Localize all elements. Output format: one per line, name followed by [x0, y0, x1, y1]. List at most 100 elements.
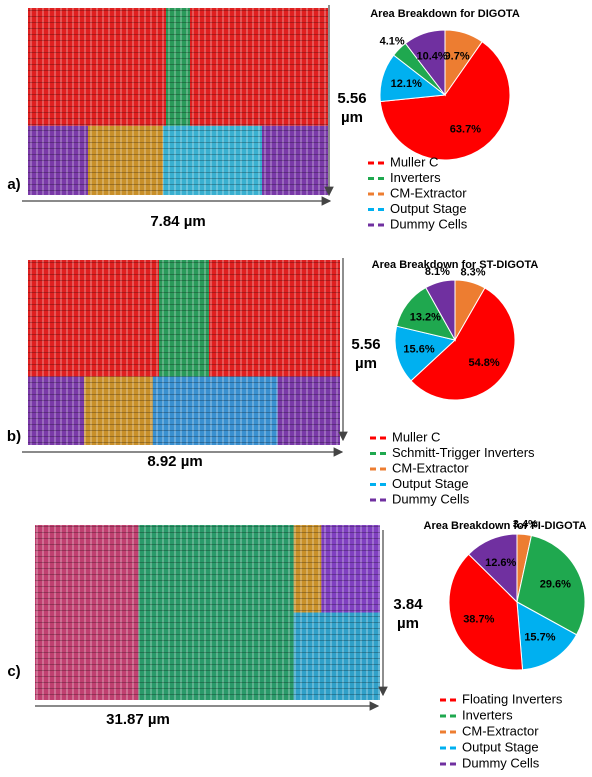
legend-label: Dummy Cells — [390, 216, 468, 231]
layout-texture — [159, 260, 209, 377]
layout-texture — [163, 125, 262, 195]
slice-label: 12.1% — [391, 78, 422, 90]
layout-texture — [28, 376, 85, 445]
slice-label: 3.4% — [513, 518, 538, 530]
panel-label: a) — [7, 176, 20, 193]
legend-label: Output Stage — [390, 201, 467, 216]
legend-swatch — [370, 436, 376, 440]
pie-slice — [516, 601, 578, 671]
layout-texture — [88, 125, 163, 195]
legend-swatch — [450, 698, 456, 702]
legend-swatch — [440, 714, 446, 718]
legend-swatch — [440, 746, 446, 750]
layout-texture — [138, 525, 294, 700]
legend-label: Muller C — [392, 429, 440, 444]
legend-swatch — [378, 177, 384, 180]
legend-swatch — [368, 208, 374, 211]
layout-texture — [28, 125, 88, 195]
layout-texture — [208, 260, 340, 377]
layout-texture — [277, 376, 340, 445]
legend-label: Schmitt-Trigger Inverters — [392, 445, 535, 460]
slice-label: 38.7% — [463, 614, 494, 626]
slice-label: 8.3% — [461, 266, 486, 278]
pie-slice — [425, 279, 456, 342]
legend-swatch — [380, 436, 386, 440]
legend-label: Floating Inverters — [462, 691, 563, 706]
legend-swatch — [368, 161, 374, 165]
legend-label: Inverters — [390, 170, 441, 185]
legend-swatch — [370, 452, 376, 455]
height-label: µm — [397, 615, 419, 632]
slice-label: 15.7% — [524, 631, 555, 643]
pie-title: Area Breakdown for FI-DIGOTA — [424, 520, 587, 532]
legend-label: CM-Extractor — [392, 460, 469, 475]
layout-texture — [28, 8, 166, 126]
legend-swatch — [378, 208, 384, 211]
pie-slice — [379, 41, 511, 161]
width-label: 8.92 µm — [147, 453, 202, 470]
legend-swatch — [450, 762, 456, 766]
legend-swatch — [450, 730, 456, 734]
legend-swatch — [378, 223, 384, 227]
legend-swatch — [380, 483, 386, 486]
legend-swatch — [378, 161, 384, 165]
height-label: 3.84 — [393, 596, 423, 613]
legend-swatch — [440, 730, 446, 734]
width-label: 31.87 µm — [106, 711, 170, 728]
legend-label: CM-Extractor — [390, 185, 467, 200]
layout-texture — [35, 525, 139, 700]
layout-texture — [28, 260, 160, 377]
width-label: 7.84 µm — [150, 213, 205, 230]
legend-label: Dummy Cells — [392, 491, 470, 506]
layout-texture — [293, 525, 322, 613]
legend-swatch — [380, 452, 386, 455]
slice-label: 12.6% — [485, 557, 516, 569]
legend-swatch — [370, 483, 376, 486]
panel-label: b) — [7, 428, 21, 445]
height-label: µm — [355, 355, 377, 372]
slice-label: 15.6% — [403, 343, 434, 355]
legend-swatch — [440, 698, 446, 702]
panel-label: c) — [7, 663, 20, 680]
legend-label: Muller C — [390, 154, 438, 169]
legend-label: Dummy Cells — [462, 755, 540, 770]
slice-label: 9.7% — [445, 50, 470, 62]
slice-label: 63.7% — [450, 124, 481, 136]
slice-label: 4.1% — [380, 36, 405, 48]
pie-slice — [410, 287, 516, 401]
height-label: 5.56 — [351, 336, 380, 353]
height-label: µm — [341, 109, 363, 126]
legend-swatch — [440, 762, 446, 766]
legend-swatch — [450, 746, 456, 750]
layout-texture — [84, 376, 153, 445]
legend-swatch — [380, 467, 386, 471]
slice-label: 13.2% — [410, 311, 441, 323]
pie-slice — [516, 534, 586, 636]
pie-title: Area Breakdown for ST-DIGOTA — [372, 259, 539, 271]
legend-swatch — [380, 498, 386, 502]
legend-swatch — [370, 467, 376, 471]
legend-swatch — [370, 498, 376, 502]
layout-texture — [293, 612, 380, 700]
legend-label: Output Stage — [392, 476, 469, 491]
slice-label: 54.8% — [469, 357, 500, 369]
legend-swatch — [368, 192, 374, 196]
legend-swatch — [378, 192, 384, 196]
legend-label: Output Stage — [462, 739, 539, 754]
legend-swatch — [368, 223, 374, 227]
pie-slice — [404, 29, 446, 97]
layout-texture — [152, 376, 278, 445]
height-label: 5.56 — [337, 90, 366, 107]
layout-texture — [321, 525, 380, 613]
legend-label: Inverters — [462, 707, 513, 722]
layout-texture — [262, 125, 328, 195]
slice-label: 8.1% — [425, 266, 450, 278]
legend-label: CM-Extractor — [462, 723, 539, 738]
pie-slice — [394, 325, 457, 382]
pie-slice — [467, 533, 518, 604]
pie-slice — [448, 553, 524, 671]
pie-title: Area Breakdown for DIGOTA — [370, 8, 520, 20]
legend-swatch — [450, 714, 456, 718]
layout-texture — [166, 8, 190, 126]
